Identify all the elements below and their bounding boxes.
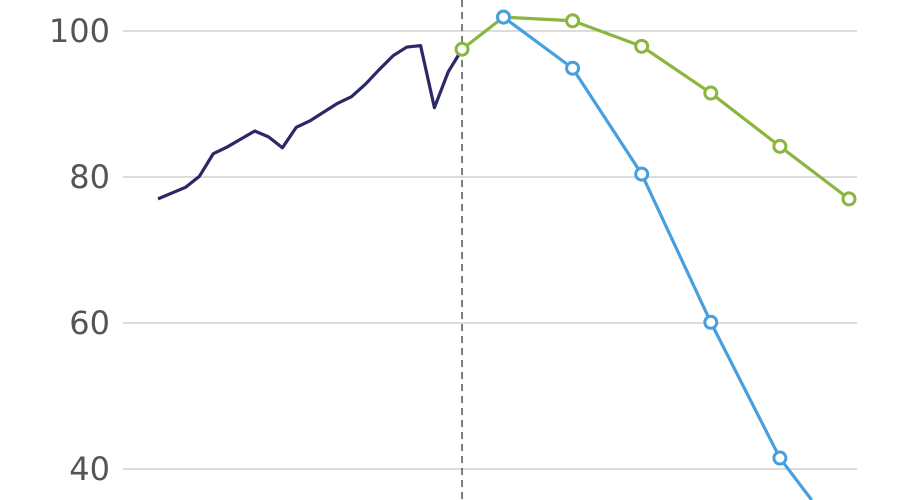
data-point <box>841 191 857 207</box>
series-group <box>157 9 857 500</box>
data-point <box>703 314 719 330</box>
gridlines <box>123 30 857 470</box>
series-line <box>502 15 813 500</box>
y-tick-label: 100 <box>49 12 110 50</box>
data-point <box>634 38 650 54</box>
data-point <box>772 138 788 154</box>
data-point <box>772 450 788 466</box>
data-point <box>703 85 719 101</box>
y-tick-label: 80 <box>69 158 110 196</box>
y-tick-label: 60 <box>69 304 110 342</box>
series-line <box>157 43 464 201</box>
data-point <box>496 9 511 25</box>
y-axis-ticks: 40 60 80 100 <box>49 12 110 488</box>
series-line <box>461 15 850 201</box>
series-2 <box>496 9 813 500</box>
y-tick-label: 40 <box>69 450 110 488</box>
series-0 <box>157 43 464 201</box>
series-1 <box>454 9 857 207</box>
data-point <box>634 166 650 182</box>
data-point <box>454 41 470 57</box>
data-point <box>565 13 581 29</box>
data-point <box>565 60 581 76</box>
